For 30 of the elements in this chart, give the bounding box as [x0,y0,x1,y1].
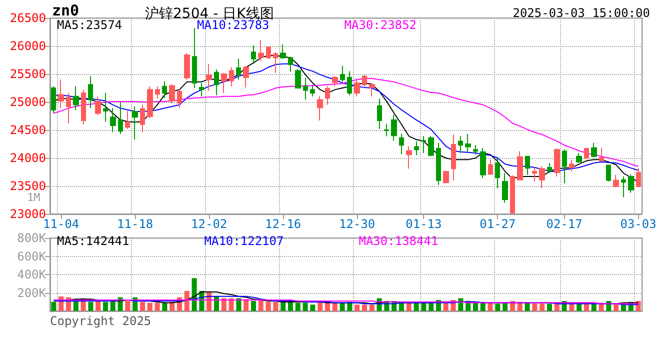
text: 1M [27,191,41,204]
text: MA5:23574 [57,18,122,32]
y-tick-label: 25000 [10,95,46,109]
text: Copyright 2025 [50,314,152,328]
annotation: zn0 [52,2,80,20]
y-tick-label: 24000 [10,151,46,165]
x-tick-label: 12-02 [191,217,228,231]
text: MA10:122107 [204,234,284,248]
y-tick-label: 600K [17,249,47,264]
text: MA5:142441 [57,234,130,248]
y-tick-label: 25500 [10,67,46,81]
x-tick-label: 01-27 [480,217,516,231]
y-tick-label: 400K [17,268,47,282]
y-tick-label: 23000 [10,207,46,221]
x-tick-label: 12-16 [265,217,302,231]
x-tick-label: 03-03 [620,217,656,231]
y-tick-label: 23500 [10,179,46,193]
y-tick-label: 800K [17,231,47,245]
x-tick-label: 12-30 [339,217,376,231]
x-tick-label: 02-17 [546,217,582,231]
y-tick-label: 26000 [10,39,46,53]
y-tick-label: 200K [17,286,47,300]
x-tick-label: 01-13 [406,217,442,231]
y-tick-label: 26500 [10,11,46,25]
y-tick-label: 24500 [10,123,46,137]
x-tick-label: 11-04 [43,217,80,231]
annotation: 2025-03-03 15:00:00 [512,6,650,20]
text: MA30:138441 [358,234,438,248]
x-tick-label: 11-18 [117,217,154,231]
text: MA30:23852 [344,18,417,32]
